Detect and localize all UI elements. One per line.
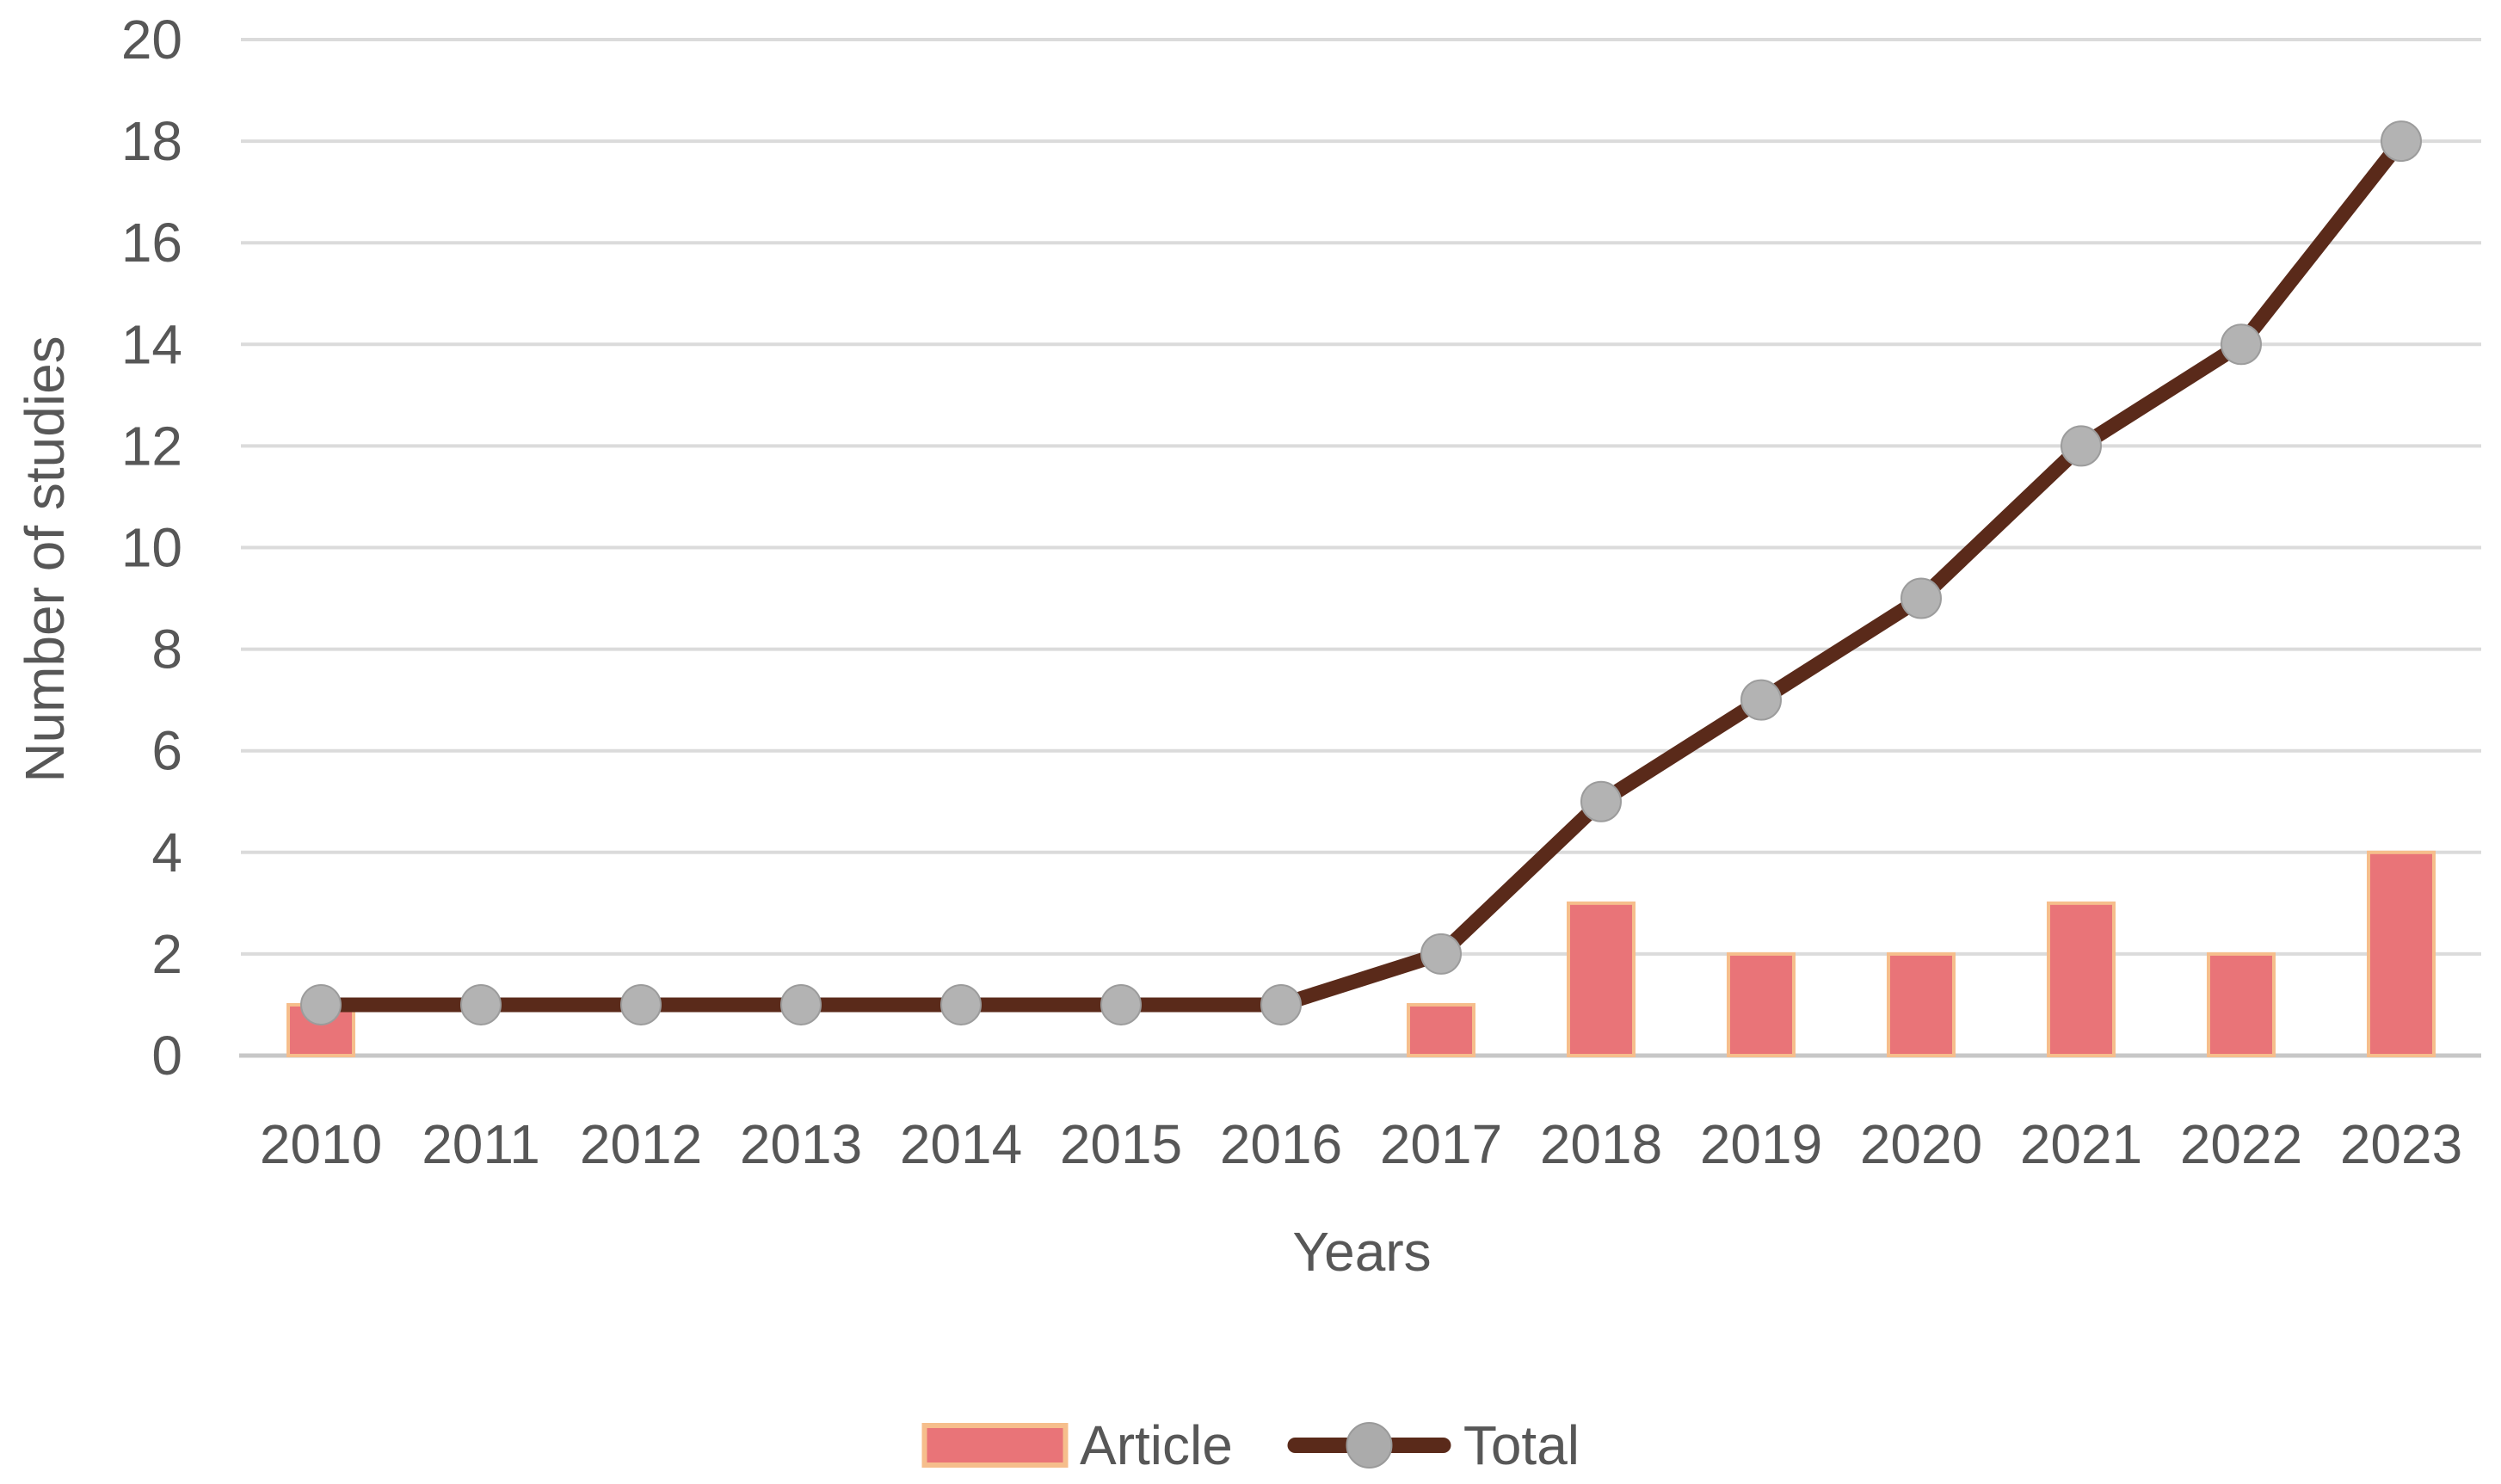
total-marker	[460, 983, 502, 1025]
total-marker	[2061, 425, 2102, 467]
legend: Article Total	[921, 1418, 1580, 1473]
x-tick-label: 2019	[1700, 1113, 1822, 1175]
y-axis-title: Number of studies	[14, 336, 76, 783]
total-marker	[2381, 120, 2422, 163]
y-tick-label: 14	[121, 313, 182, 375]
x-tick-label: 2022	[2180, 1113, 2302, 1175]
total-marker	[1580, 780, 1622, 822]
legend-item-article: Article	[921, 1418, 1233, 1473]
x-tick-label: 2010	[260, 1113, 382, 1175]
legend-label-total: Total	[1463, 1414, 1580, 1476]
y-tick-label: 0	[151, 1025, 182, 1087]
article-bar	[1407, 1002, 1475, 1057]
y-tick-label: 2	[151, 923, 182, 985]
total-marker	[1900, 577, 1942, 619]
y-tick-label: 4	[151, 822, 182, 884]
article-bar	[1887, 951, 1956, 1058]
y-tick-label: 12	[121, 415, 182, 477]
legend-label-article: Article	[1080, 1414, 1233, 1476]
x-tick-label: 2020	[1860, 1113, 1982, 1175]
y-tick-label: 6	[151, 720, 182, 782]
x-tick-label: 2012	[580, 1113, 702, 1175]
total-marker	[940, 983, 982, 1025]
y-tick-label: 18	[121, 110, 182, 172]
x-tick-label: 2013	[740, 1113, 862, 1175]
total-line-swatch-icon	[1287, 1418, 1451, 1473]
x-tick-label: 2023	[2340, 1113, 2462, 1175]
total-marker	[1260, 983, 1302, 1025]
total-marker	[300, 983, 342, 1025]
x-tick-label: 2018	[1540, 1113, 1662, 1175]
legend-item-total: Total	[1287, 1414, 1580, 1476]
article-bar	[1567, 901, 1636, 1057]
x-tick-label: 2014	[900, 1113, 1022, 1175]
x-tick-label: 2021	[2020, 1113, 2142, 1175]
total-marker	[620, 983, 662, 1025]
x-tick-label: 2015	[1060, 1113, 1182, 1175]
article-bar	[2207, 951, 2276, 1058]
y-tick-label: 10	[121, 517, 182, 579]
y-tick-label: 16	[121, 212, 182, 274]
y-tick-label: 20	[121, 9, 182, 71]
article-bar	[2367, 850, 2436, 1057]
article-bar-swatch-icon	[921, 1423, 1068, 1468]
total-marker-sample	[1346, 1422, 1393, 1469]
total-line	[313, 133, 2409, 1013]
article-bar	[1727, 951, 1796, 1058]
x-tick-label: 2016	[1220, 1113, 1342, 1175]
x-tick-label: 2011	[422, 1113, 540, 1175]
x-axis-title: Years	[1292, 1221, 1432, 1283]
y-tick-label: 8	[151, 619, 182, 680]
x-tick-label: 2017	[1380, 1113, 1502, 1175]
total-marker	[2221, 323, 2262, 366]
total-marker	[780, 983, 822, 1025]
total-marker	[1740, 679, 1782, 721]
article-bar	[2047, 901, 2116, 1057]
total-marker	[1100, 983, 1142, 1025]
total-marker	[1420, 933, 1462, 975]
